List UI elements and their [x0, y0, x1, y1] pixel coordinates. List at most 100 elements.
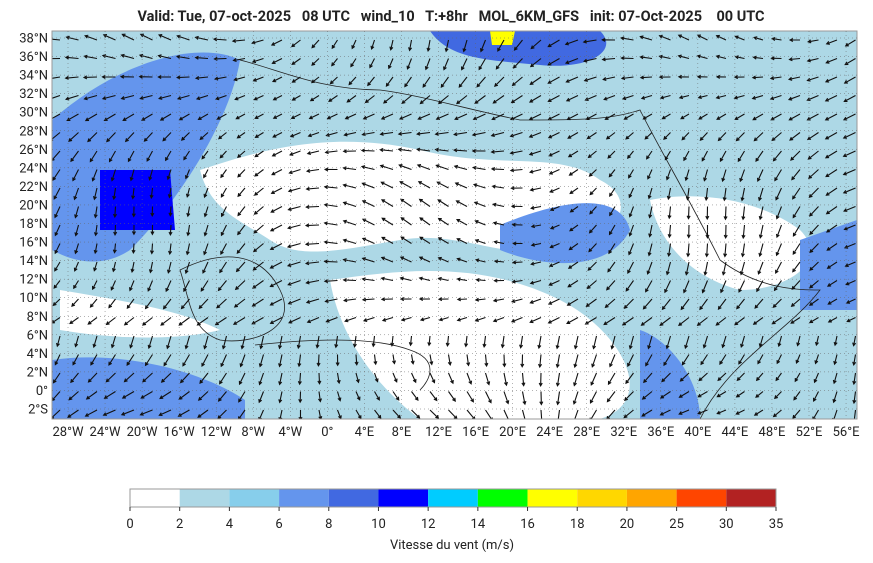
wind-arrow	[734, 317, 745, 326]
wind-arrow	[158, 34, 172, 41]
wind-arrow	[437, 199, 449, 207]
wind-arrow	[399, 198, 412, 207]
wind-arrow	[291, 58, 301, 66]
wind-arrow	[379, 164, 394, 171]
wind-arrow	[270, 187, 283, 195]
wind-arrow	[447, 354, 452, 367]
lon-label: 8°E	[392, 425, 412, 440]
wind-arrow	[64, 55, 79, 60]
wind-arrow	[92, 335, 98, 349]
wind-arrow	[474, 220, 486, 226]
wind-arrow	[162, 132, 172, 142]
wind-arrow	[677, 74, 690, 79]
wind-arrow	[658, 54, 671, 60]
wind-arrow	[567, 261, 579, 269]
wind-arrow	[755, 391, 764, 398]
wind-arrow	[520, 354, 525, 368]
wind-arrow	[185, 243, 191, 256]
wind-arrow	[466, 391, 474, 403]
lon-label: 4°E	[355, 425, 375, 440]
wind-arrow	[704, 187, 709, 202]
wind-arrow	[456, 277, 468, 282]
lat-label: 2°N	[27, 365, 48, 380]
colorbar-bin	[179, 489, 230, 507]
wind-arrow	[808, 298, 819, 306]
wind-arrow	[344, 316, 357, 323]
wind-arrow	[252, 261, 264, 271]
wind-arrow	[539, 391, 544, 406]
wind-arrow	[703, 169, 709, 182]
colorbar-bin	[229, 489, 280, 507]
wind-arrow	[475, 277, 486, 282]
wind-arrow	[716, 391, 727, 398]
wind-arrow	[758, 206, 764, 221]
wind-arrow	[52, 38, 61, 41]
wind-arrow	[392, 409, 402, 419]
wind-arrow	[123, 372, 135, 383]
wind-arrow	[548, 150, 560, 157]
wind-arrow	[827, 298, 838, 305]
wind-arrow	[493, 259, 505, 264]
wind-arrow	[335, 354, 340, 367]
wind-arrow	[105, 372, 116, 383]
wind-arrow	[586, 280, 597, 290]
wind-arrow	[157, 74, 172, 80]
wind-arrow	[148, 169, 154, 181]
wind-arrow	[110, 280, 117, 291]
wind-arrow	[555, 335, 561, 350]
wind-arrow	[661, 298, 671, 311]
wind-arrow	[380, 276, 394, 282]
wind-arrow	[362, 316, 375, 322]
wind-arrow	[788, 57, 801, 62]
wind-arrow	[52, 317, 61, 324]
wind-arrow	[73, 261, 80, 272]
wind-arrow	[753, 132, 764, 142]
wind-arrow	[306, 150, 320, 156]
wind-arrow	[733, 75, 745, 80]
map-area	[52, 31, 857, 419]
wind-arrow	[336, 391, 342, 402]
wind-arrow	[231, 38, 246, 43]
wind-arrow	[147, 335, 154, 350]
wind-arrow	[82, 75, 98, 80]
wind-arrow	[557, 409, 561, 419]
wind-arrow	[219, 150, 227, 159]
wind-arrow	[790, 298, 801, 307]
lon-label: 56°E	[833, 425, 860, 440]
wind-arrow	[588, 169, 597, 177]
wind-arrow	[296, 335, 302, 350]
wind-arrow	[70, 150, 79, 163]
wind-arrow	[269, 261, 283, 269]
low-wind-area	[650, 196, 811, 290]
wind-arrow	[448, 391, 456, 402]
wind-arrow	[842, 187, 856, 194]
wind-arrow	[755, 150, 764, 163]
wind-arrow	[305, 298, 320, 304]
wind-arrow	[648, 224, 653, 238]
wind-arrow	[824, 150, 838, 159]
wind-arrow	[585, 298, 597, 307]
wind-arrow	[83, 54, 98, 60]
wind-arrow	[203, 206, 209, 218]
wind-arrow	[537, 335, 542, 350]
wind-arrow	[824, 132, 838, 140]
wind-arrow	[723, 206, 728, 221]
wind-arrow	[93, 224, 98, 237]
wind-arrow	[348, 76, 357, 86]
wind-arrow	[717, 298, 727, 311]
lat-label: 20°N	[19, 198, 48, 213]
wind-arrow	[826, 280, 838, 287]
wind-arrow	[119, 74, 135, 79]
wind-arrow	[567, 150, 579, 158]
wind-arrow	[437, 217, 449, 226]
wind-arrow	[772, 409, 782, 418]
wind-arrow	[665, 261, 672, 276]
wind-arrow	[466, 354, 471, 367]
wind-arrow	[379, 147, 394, 152]
wind-arrow	[825, 206, 838, 215]
wind-arrow	[484, 354, 489, 368]
wind-arrow	[852, 354, 857, 366]
wind-arrow	[583, 57, 597, 63]
wind-arrow	[110, 335, 117, 349]
wind-arrow	[406, 58, 413, 70]
